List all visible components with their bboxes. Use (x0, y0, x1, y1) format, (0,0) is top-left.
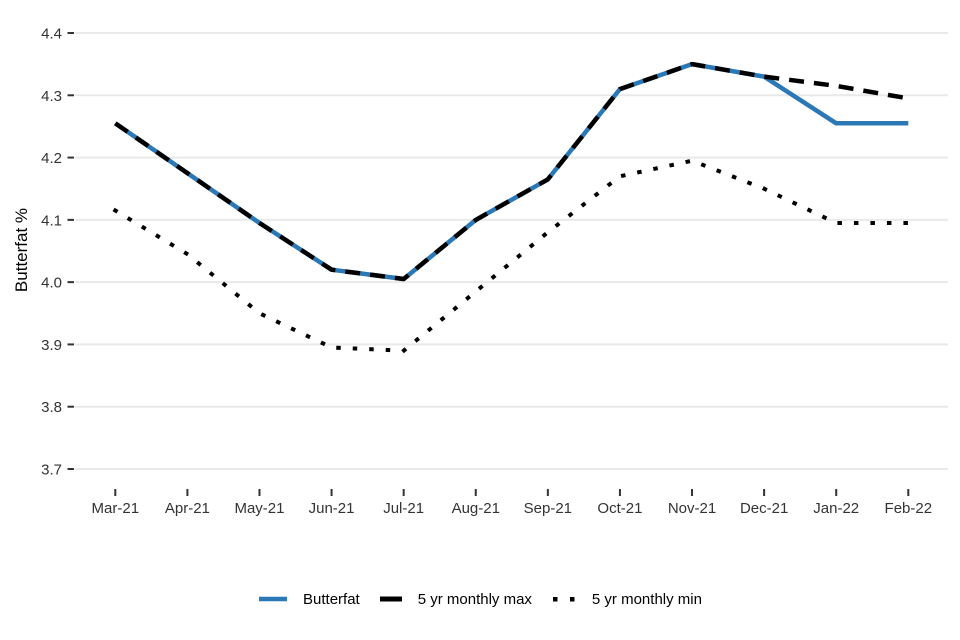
series-line-5-yr-monthly-min (112, 158, 911, 353)
x-tick-label: Dec-21 (740, 500, 788, 517)
x-tick-label: May-21 (234, 500, 284, 517)
plot-area: 3.7 3.8 3.9 4.0 4.1 4.2 4.3 4.4 Mar-21 Apr-21 May-… (41, 26, 948, 517)
y-tick-label: 3.8 (41, 399, 62, 416)
legend-item-max: 5 yr monthly max (379, 591, 532, 608)
y-tick-label: 3.9 (41, 337, 62, 354)
legend-swatch-dot (569, 597, 575, 602)
x-tick-label: Apr-21 (165, 500, 210, 517)
x-tick-label: Sep-21 (524, 500, 572, 517)
legend: Butterfat 5 yr monthly max 5 yr monthly … (0, 586, 960, 612)
x-tick-label: Jul-21 (383, 500, 424, 517)
y-tick-label: 4.0 (41, 275, 62, 292)
legend-label: Butterfat (303, 590, 360, 608)
y-tick-label: 4.4 (41, 26, 62, 43)
legend-swatch-dot (552, 597, 558, 602)
legend-swatch-dashed (379, 596, 402, 602)
x-tick-label: Jan-22 (813, 500, 859, 517)
series-line-butterfat (114, 61, 909, 282)
legend-swatch-dotted (552, 597, 575, 602)
x-tick-label: Mar-21 (92, 500, 140, 517)
x-tick-label: Nov-21 (668, 500, 716, 517)
legend-label: 5 yr monthly max (417, 590, 532, 608)
x-tick-label: Aug-21 (452, 500, 500, 517)
x-tick-label: Jun-21 (309, 500, 355, 517)
y-tick-label: 4.3 (41, 88, 62, 105)
y-tick-label: 4.1 (41, 212, 62, 229)
x-tick-label: Oct-21 (597, 500, 642, 517)
series-line-5-yr-monthly-max (114, 61, 909, 282)
legend-swatch-solid (259, 596, 288, 602)
legend-item-butterfat: Butterfat (258, 591, 360, 608)
y-tick-label: 3.7 (41, 462, 62, 479)
legend-label: 5 yr monthly min (591, 590, 702, 608)
legend-item-min: 5 yr monthly min (551, 591, 702, 608)
y-tick-label: 4.2 (41, 150, 62, 167)
x-tick-label: Feb-22 (885, 500, 933, 517)
y-axis-title: Butterfat % (12, 207, 31, 293)
